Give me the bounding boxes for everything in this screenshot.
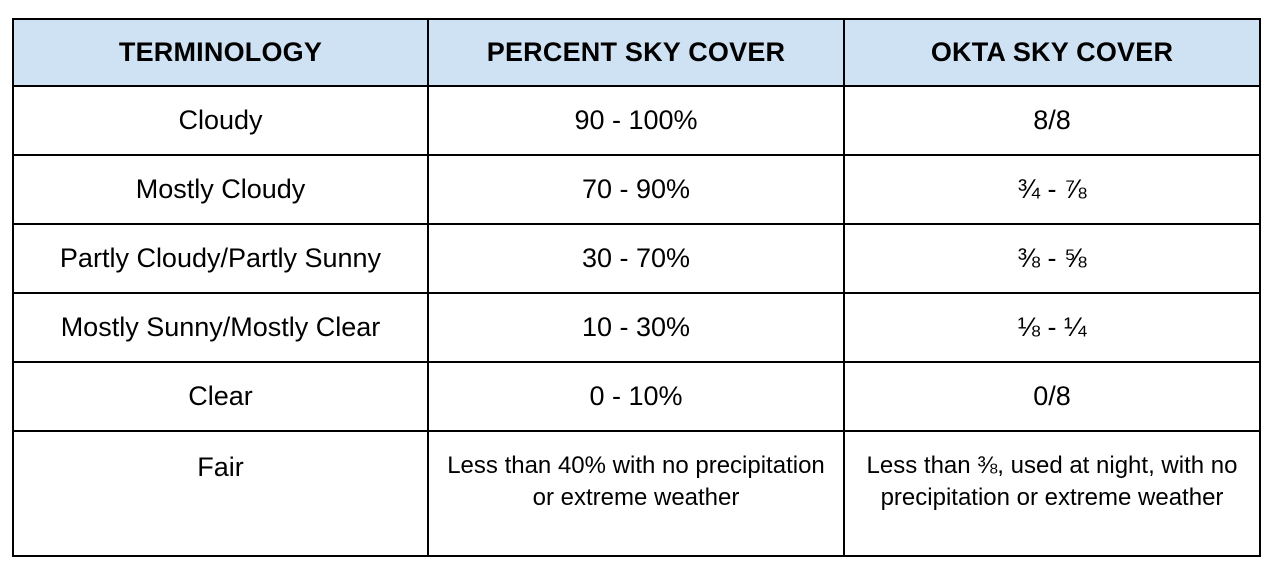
okta-cell: ¾ - ⅞ bbox=[843, 154, 1261, 225]
okta-cell: ⅜ - ⅝ bbox=[843, 223, 1261, 294]
table-header: TERMINOLOGY PERCENT SKY COVER OKTA SKY C… bbox=[12, 18, 1261, 87]
sky-cover-table-container: TERMINOLOGY PERCENT SKY COVER OKTA SKY C… bbox=[12, 18, 1261, 557]
header-okta-sky-cover: OKTA SKY COVER bbox=[843, 18, 1261, 87]
terminology-cell: Mostly Cloudy bbox=[12, 154, 429, 225]
header-terminology: TERMINOLOGY bbox=[12, 18, 429, 87]
header-percent-sky-cover: PERCENT SKY COVER bbox=[427, 18, 845, 87]
terminology-cell: Cloudy bbox=[12, 85, 429, 156]
table-row: Fair Less than 40% with no precipitation… bbox=[12, 430, 1261, 557]
okta-cell: Less than ⅜, used at night, with no prec… bbox=[843, 430, 1261, 557]
table-row: Mostly Cloudy 70 - 90% ¾ - ⅞ bbox=[12, 154, 1261, 225]
table-row: Partly Cloudy/Partly Sunny 30 - 70% ⅜ - … bbox=[12, 223, 1261, 294]
okta-cell: 0/8 bbox=[843, 361, 1261, 432]
terminology-cell: Partly Cloudy/Partly Sunny bbox=[12, 223, 429, 294]
header-row: TERMINOLOGY PERCENT SKY COVER OKTA SKY C… bbox=[12, 18, 1261, 87]
sky-cover-table: TERMINOLOGY PERCENT SKY COVER OKTA SKY C… bbox=[12, 18, 1261, 557]
percent-cell: Less than 40% with no precipitation or e… bbox=[427, 430, 845, 557]
table-row: Clear 0 - 10% 0/8 bbox=[12, 361, 1261, 432]
percent-cell: 90 - 100% bbox=[427, 85, 845, 156]
percent-cell: 10 - 30% bbox=[427, 292, 845, 363]
table-row: Cloudy 90 - 100% 8/8 bbox=[12, 85, 1261, 156]
terminology-cell: Clear bbox=[12, 361, 429, 432]
table-row: Mostly Sunny/Mostly Clear 10 - 30% ⅛ - ¼ bbox=[12, 292, 1261, 363]
okta-cell: ⅛ - ¼ bbox=[843, 292, 1261, 363]
terminology-cell: Mostly Sunny/Mostly Clear bbox=[12, 292, 429, 363]
terminology-cell: Fair bbox=[12, 430, 429, 557]
percent-cell: 0 - 10% bbox=[427, 361, 845, 432]
okta-cell: 8/8 bbox=[843, 85, 1261, 156]
percent-cell: 70 - 90% bbox=[427, 154, 845, 225]
percent-cell: 30 - 70% bbox=[427, 223, 845, 294]
table-body: Cloudy 90 - 100% 8/8 Mostly Cloudy 70 - … bbox=[12, 85, 1261, 557]
